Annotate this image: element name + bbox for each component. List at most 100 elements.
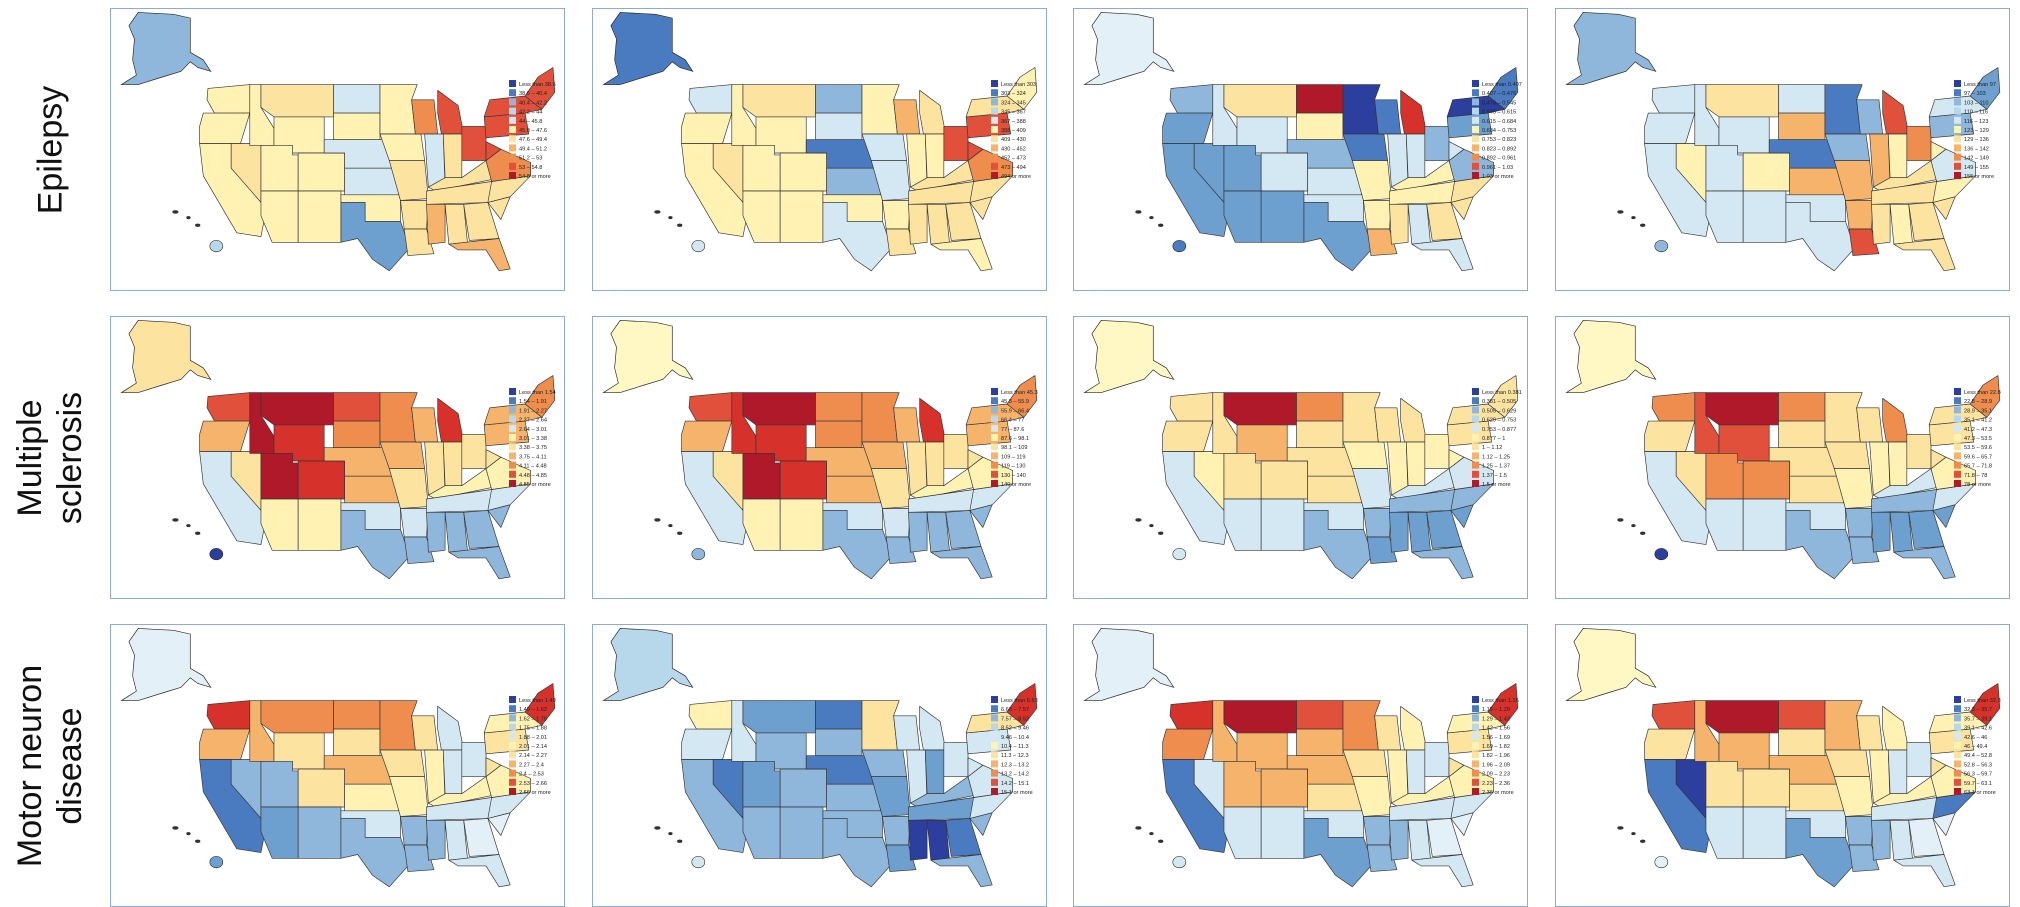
legend-label: 0.476 – 0.545	[1482, 100, 1516, 106]
state-alaska	[120, 628, 212, 701]
state-ut	[742, 761, 781, 808]
map-legend: Less than 1.54 1.54 – 1.91 1.91 – 2.27 2.27…	[509, 388, 556, 488]
choropleth-map: Less than 45.3 45.3 – 55.9 55.9 – 66.4 66.4…	[602, 320, 1038, 580]
legend-swatch	[991, 480, 998, 487]
state-ar	[882, 508, 911, 538]
state-wa	[1651, 700, 1696, 730]
legend-swatch	[509, 723, 516, 731]
state-pa	[1446, 420, 1493, 447]
map-panel-r1-c3: Less than 0.407 0.407 – 0.476 0.476 – 0.54…	[1073, 8, 1528, 291]
state-wa	[1651, 84, 1696, 114]
state-co	[779, 460, 827, 500]
legend-swatch	[1472, 705, 1479, 713]
legend-label: 77 – 87.6	[1001, 427, 1024, 433]
legend-label: 142 – 149	[1964, 156, 1989, 162]
legend-label: 14.2 – 15.1	[1001, 781, 1029, 787]
state-ne-reg	[524, 375, 556, 418]
legend-swatch	[991, 388, 998, 395]
state-al	[1889, 511, 1913, 553]
legend-label: 109 – 119	[1001, 454, 1025, 460]
legend-label: 59.7 – 63.1	[1964, 781, 1992, 787]
legend-label: 35.7 – 39.1	[1964, 716, 1992, 722]
legend-label: 49.4 – 51.2	[519, 146, 547, 152]
legend-swatch	[1954, 760, 1961, 768]
legend-swatch	[509, 126, 516, 133]
legend-label: 2.4 – 2.53	[519, 772, 544, 778]
legend-label: 51.2 – 53	[519, 156, 542, 162]
legend-label: 1.96 – 2.09	[1482, 762, 1510, 768]
legend-label: Less than 6.63	[1001, 698, 1038, 704]
state-wv	[1930, 449, 1947, 469]
state-ms	[908, 819, 928, 861]
choropleth-map: Less than 1.49 1.49 – 1.62 1.62 – 1.75 1.75…	[120, 628, 556, 888]
state-ms	[1389, 819, 1409, 861]
legend-label: 1.56 – 1.69	[1482, 735, 1510, 741]
state-mi	[919, 89, 947, 135]
legend-swatch	[509, 397, 516, 405]
state-hawaii	[172, 210, 224, 253]
legend-swatch	[991, 153, 998, 161]
legend-label: 53.5 – 59.6	[1964, 445, 1992, 451]
legend-swatch	[509, 778, 516, 786]
state-alaska	[120, 320, 212, 393]
state-co	[1742, 460, 1790, 500]
legend-swatch	[509, 760, 516, 768]
legend-label: 0.615 – 0.684	[1482, 119, 1516, 125]
legend-label: Less than 303	[1001, 82, 1036, 88]
state-ms	[1871, 511, 1891, 553]
state-ar	[882, 200, 911, 230]
state-hawaii	[172, 518, 224, 561]
legend-swatch	[1472, 732, 1479, 740]
state-wv	[1448, 141, 1465, 161]
state-tx	[340, 818, 411, 888]
legend-label: 123 – 129	[1964, 128, 1989, 134]
state-fl	[1893, 854, 1956, 888]
legend-swatch	[991, 126, 998, 133]
state-mt	[1223, 700, 1297, 734]
state-al	[1407, 819, 1431, 861]
legend-label: Less than 1.54	[519, 390, 556, 396]
state-ar	[1845, 816, 1874, 846]
legend-label: 324 – 345	[1001, 100, 1026, 106]
legend-swatch	[1472, 126, 1479, 133]
state-or	[199, 112, 251, 144]
legend-label: 0.892 – 0.961	[1482, 156, 1516, 162]
state-ms	[426, 511, 446, 553]
map-legend: Less than 303 303 – 324 324 – 345 345 – 367…	[991, 80, 1036, 180]
legend-swatch	[1954, 778, 1961, 786]
legend-label: 10.4 – 11.3	[1001, 744, 1029, 750]
state-ne-reg	[1487, 375, 1519, 418]
state-ny	[483, 711, 543, 734]
legend-label: 1.42 – 1.56	[1482, 726, 1510, 732]
legend-label: 11.3 – 12.3	[1001, 753, 1029, 759]
legend-swatch	[991, 80, 998, 87]
state-co	[1260, 152, 1308, 192]
state-alaska	[602, 628, 694, 701]
choropleth-map: Less than 0.381 0.381 – 0.505 0.505 – 0.62…	[1083, 320, 1522, 580]
state-ms	[426, 203, 446, 245]
state-oh	[943, 434, 969, 469]
legend-swatch	[1954, 696, 1961, 703]
choropleth-map: Less than 38.6 38.6 – 40.4 40.4 – 42.2 42.2…	[120, 12, 556, 272]
state-ms	[426, 819, 446, 861]
state-wa	[206, 700, 251, 730]
row-label-epilepsy: Epilepsy	[0, 8, 100, 291]
state-la	[885, 228, 917, 256]
state-mt	[742, 84, 816, 118]
state-hawaii	[172, 826, 224, 869]
legend-swatch	[509, 732, 516, 740]
legend-swatch	[991, 135, 998, 143]
state-ne-reg	[1969, 67, 2001, 110]
state-nm	[779, 190, 824, 243]
map-panel-r3-c3: Less than 1.15 1.15 – 1.29 1.29 – 1.42 1.42…	[1073, 624, 1528, 907]
state-nd	[333, 84, 381, 114]
state-al	[444, 203, 468, 245]
legend-swatch	[1472, 116, 1479, 124]
legend-swatch	[991, 723, 998, 731]
state-sd	[815, 112, 863, 141]
state-wv	[1930, 141, 1947, 161]
legend-swatch	[991, 144, 998, 152]
state-fl	[1893, 546, 1956, 580]
state-wi	[1856, 715, 1883, 751]
state-ny	[1446, 711, 1506, 734]
